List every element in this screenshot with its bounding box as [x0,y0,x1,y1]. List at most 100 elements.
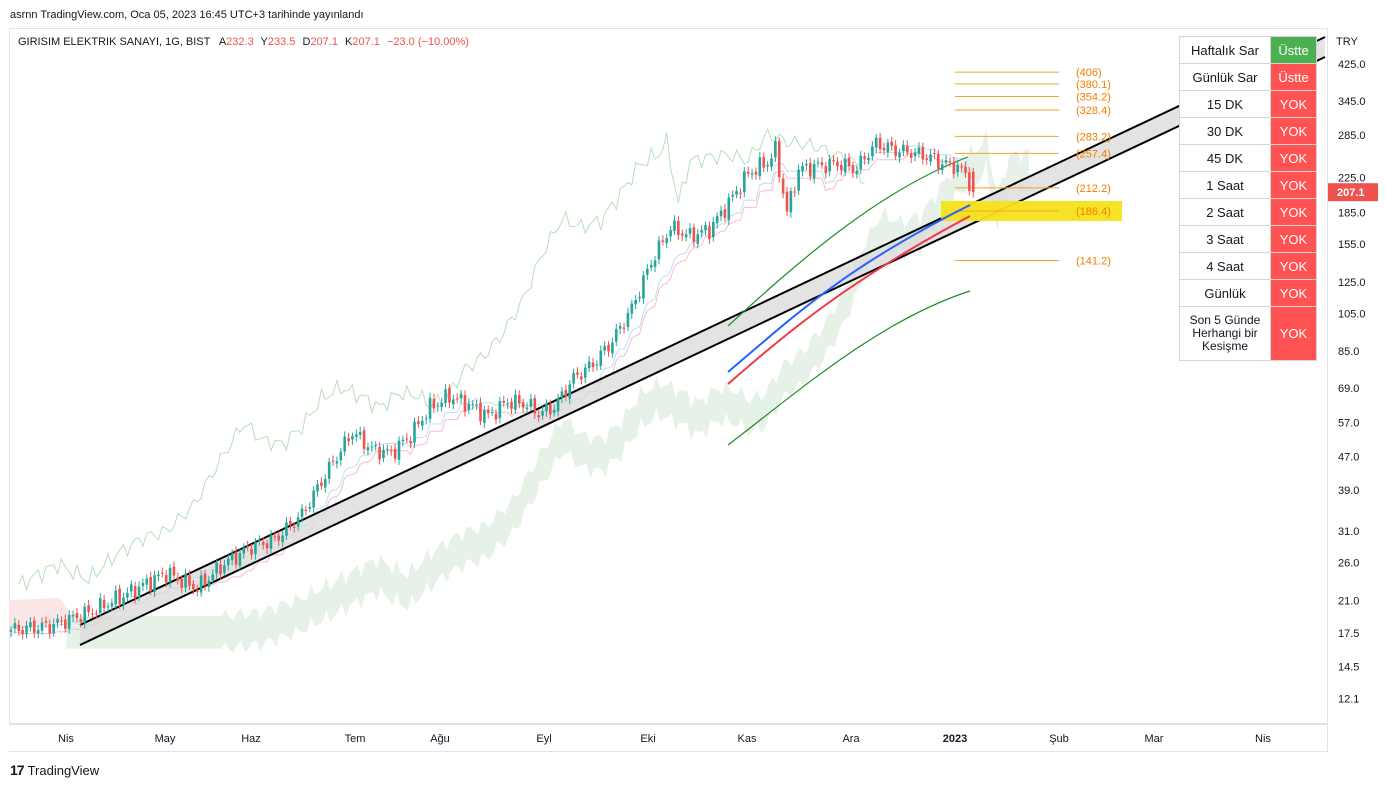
candle-body [347,438,350,442]
candle-body [805,164,808,166]
low-label: D [302,36,311,48]
y-tick-label: 57.0 [1338,417,1359,429]
candle-body [847,158,851,167]
candle-body [145,578,149,585]
y-tick-label: 125.0 [1338,277,1366,289]
signal-row: Günlük Sar Üstte [1179,63,1317,91]
candle-body [129,584,133,592]
candle-body [483,410,486,423]
candle-body [851,165,855,173]
candle-body [188,575,191,586]
signal-row-label: 2 Saat [1179,198,1271,226]
candle-body [785,191,789,212]
candle-body [122,597,125,605]
candle-body [692,227,696,243]
signal-row-status: Üstte [1270,63,1317,91]
candle-body [661,240,665,242]
candle-body [29,622,32,628]
candle-body [261,541,265,545]
candle-body [358,431,362,435]
candle-body [758,157,762,177]
candle-body [133,586,137,599]
candle-body [405,438,409,440]
candle-body [952,162,956,174]
signal-row-label: Son 5 Günde Herhangi bir Kesişme [1179,306,1271,361]
fib-level-label: (257.4) [1076,148,1111,160]
candle-body [211,574,215,581]
candle-body [882,147,886,151]
candle-body [587,361,591,369]
candle-body [269,535,273,549]
candle-body [498,401,502,419]
candle-body [801,165,804,172]
candle-body [52,623,55,634]
ema-red [727,215,971,385]
candle-body [137,586,141,598]
candle-body [98,598,102,613]
tradingview-logo-icon: 17 [10,762,25,778]
candle-body [688,228,692,234]
candle-body [836,161,839,167]
signal-row: Günlük YOK [1179,279,1317,307]
candle-body [393,448,397,459]
candle-body [638,296,641,299]
chart-pane[interactable] [9,28,1327,724]
candle-body [417,421,420,425]
candle-body [254,541,257,555]
signal-row-status: YOK [1270,252,1317,280]
fib-level-label: (186.4) [1076,206,1111,218]
candle-body [292,526,296,528]
candle-body [250,548,253,555]
high-value: 233.5 [267,36,296,48]
candle-body [665,238,669,244]
candle-body [60,620,63,622]
candle-body [172,566,176,576]
low-value: 207.1 [310,36,338,48]
signal-row-label: Günlük Sar [1179,63,1271,91]
candle-body [649,264,653,268]
candle-body [537,415,540,418]
candle-body [583,367,587,378]
candle-body [909,153,913,158]
candle-body [366,447,370,451]
candle-body [708,226,711,240]
candle-body [898,152,901,158]
candle-body [420,420,424,426]
candle-body [56,618,59,623]
candle-body [327,461,331,479]
candle-body [48,624,52,634]
candle-body [17,625,21,631]
candle-body [746,171,750,174]
candle-body [812,163,816,179]
candle-body [762,157,766,168]
candle-body [684,234,688,238]
candle-body [448,387,451,403]
candle-body [770,158,773,167]
candle-body [343,436,346,452]
candle-body [622,327,626,329]
candle-body [964,166,967,174]
candle-body [180,578,184,588]
close-value: 207.1 [352,36,380,48]
candle-body [161,572,164,574]
fib-level-label: (141.2) [1076,256,1111,268]
signal-row: 45 DK YOK [1179,144,1317,172]
candle-body [750,173,754,175]
candle-body [680,233,684,236]
symbol-name[interactable]: GIRISIM ELEKTRIK SANAYI, 1G, BIST [18,36,211,48]
candle-body [141,582,145,587]
time-axis[interactable] [9,724,1327,752]
candle-body [467,403,471,411]
signal-row: Haftalık Sar Üstte [1179,36,1317,64]
candle-body [731,195,734,197]
candle-body [331,460,335,462]
fib-level-label: (406) [1076,67,1102,79]
candle-body [475,404,478,406]
brand[interactable]: 17 TradingView [10,762,99,778]
x-tick-label: Mar [1145,733,1164,745]
y-tick-label: 14.5 [1338,661,1359,673]
candle-body [304,510,308,512]
change-value: −23.0 (−10.00%) [386,36,469,48]
candle-body [723,209,727,219]
